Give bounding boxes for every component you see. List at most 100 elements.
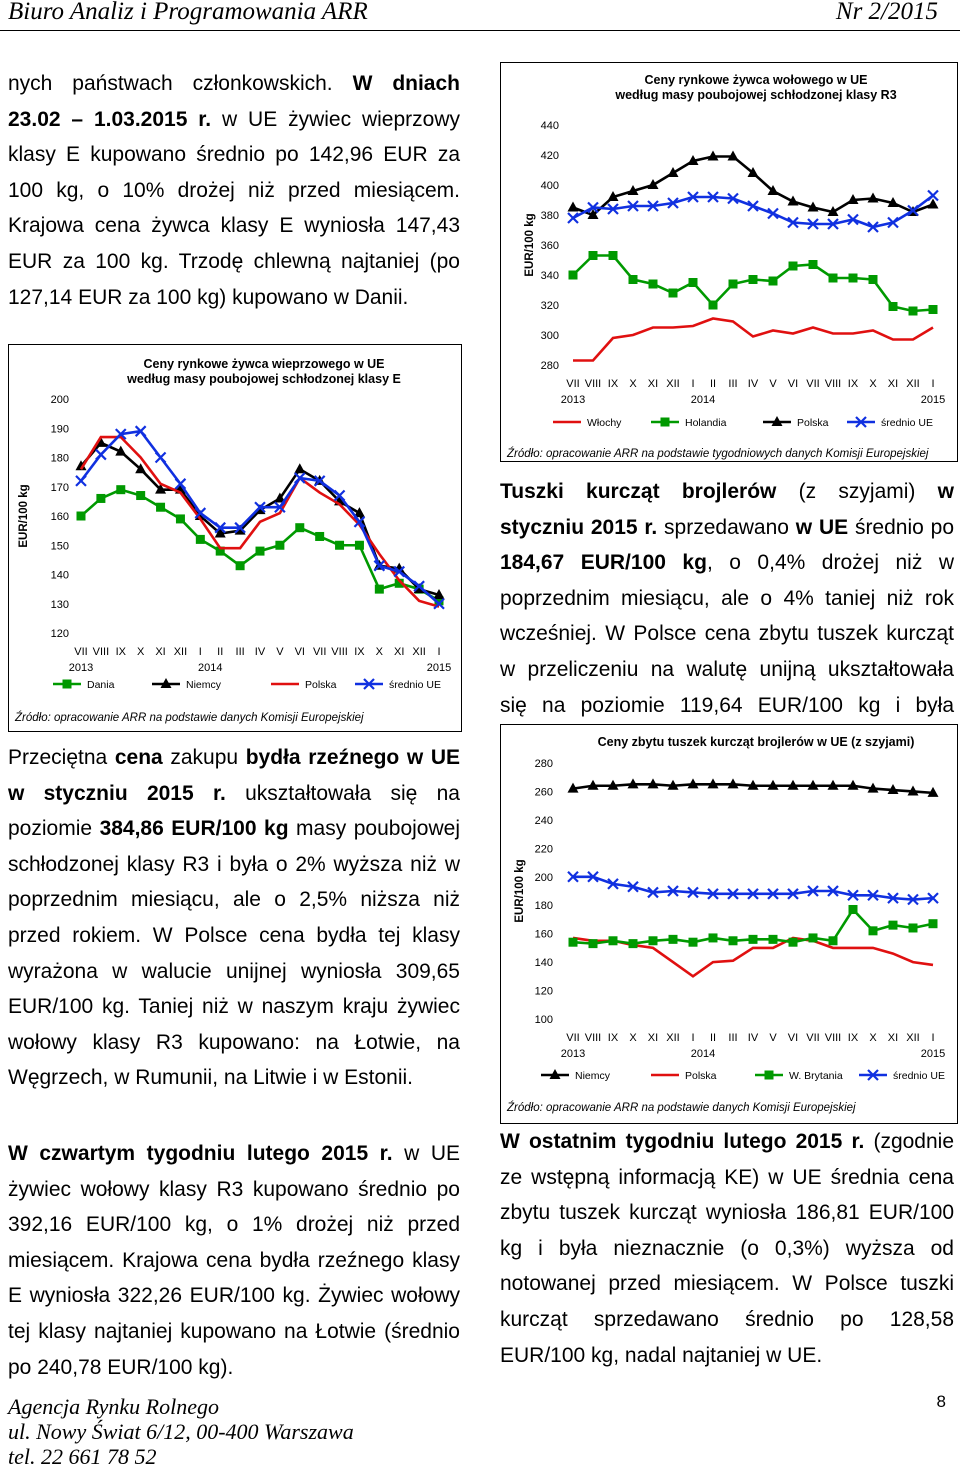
legend-label: średnio UE [389, 679, 441, 691]
y-tick-label: 380 [541, 210, 559, 222]
data-point [748, 934, 758, 944]
series-dania [76, 485, 444, 606]
data-point [647, 179, 659, 189]
data-point [295, 523, 305, 533]
y-tick-label: 260 [535, 786, 553, 798]
data-point [75, 475, 87, 487]
data-point [115, 428, 127, 440]
data-point [707, 888, 719, 900]
y-tick-label: 280 [535, 758, 553, 770]
x-tick-label: IX [354, 646, 365, 658]
y-tick-label: 120 [535, 986, 553, 998]
page-header: Biuro Analiz i Programowania ARR Nr 2/20… [0, 0, 960, 31]
y-axis-label: EUR/100 kg [514, 859, 526, 922]
y-axis-label: EUR/100 kg [18, 484, 30, 547]
data-point [907, 893, 919, 906]
data-point [174, 478, 187, 490]
x-tick-label: V [769, 1032, 777, 1044]
data-point [135, 463, 147, 474]
data-point [667, 167, 679, 177]
series-holandia [568, 251, 938, 316]
x-tick-label: X [376, 646, 384, 658]
chart-source: Źródło: opracowanie ARR na podstawie dan… [14, 711, 364, 724]
series-line [573, 875, 934, 901]
x-tick-label: VI [788, 378, 798, 390]
x-tick-label: IX [848, 378, 859, 390]
legend-item: Niemcy [152, 678, 222, 691]
data-point [827, 779, 839, 790]
y-tick-label: 100 [535, 1014, 553, 1026]
legend-label: Polska [685, 1070, 717, 1082]
x-year-label: 2014 [691, 1048, 715, 1060]
x-tick-label: VII [313, 646, 326, 658]
x-tick-label: XII [906, 378, 919, 390]
data-point [628, 275, 638, 284]
x-tick-label: IV [748, 1032, 759, 1044]
y-tick-label: 150 [51, 540, 69, 552]
data-point [867, 221, 879, 233]
data-point [767, 185, 779, 195]
data-point [767, 888, 779, 900]
chart-pork-prices: Ceny rynkowe żywca wieprzowego w UE wedł… [8, 344, 462, 732]
legend-item: średnio UE [847, 416, 933, 429]
data-point [888, 920, 898, 930]
data-point [160, 678, 172, 688]
data-point [927, 189, 939, 202]
data-point [927, 198, 939, 209]
data-point [647, 200, 659, 212]
data-point [76, 511, 86, 521]
data-point [727, 150, 739, 161]
data-point [374, 584, 384, 594]
y-tick-label: 400 [541, 180, 559, 192]
data-point [728, 936, 738, 946]
x-tick-label: VIII [585, 1032, 602, 1044]
data-point [808, 933, 818, 943]
data-point [828, 936, 838, 946]
data-point [768, 934, 778, 944]
data-point [827, 206, 839, 216]
data-point [787, 888, 799, 900]
data-point [787, 195, 799, 206]
data-point [747, 779, 759, 790]
x-tick-label: XII [666, 378, 679, 390]
footer: Agencja Rynku Rolnego ul. Nowy Świat 6/1… [8, 1394, 354, 1469]
series-polska [79, 435, 440, 608]
data-point [868, 275, 878, 284]
x-tick-label: IX [608, 378, 619, 390]
data-point [627, 880, 639, 893]
y-tick-label: 130 [51, 599, 69, 611]
data-point [214, 527, 226, 538]
x-year-label: 2015 [427, 662, 451, 674]
data-point [687, 191, 699, 203]
x-tick-label: II [710, 1032, 716, 1044]
data-point [154, 451, 167, 464]
data-point [747, 888, 759, 900]
data-point [848, 904, 858, 914]
x-year-label: 2013 [561, 1048, 585, 1060]
series-w-brytania [568, 904, 938, 949]
data-point [747, 167, 759, 177]
data-point [887, 216, 899, 229]
y-tick-label: 180 [51, 453, 69, 465]
series-średnio-ue [75, 425, 445, 610]
x-tick-label: VIII [585, 378, 602, 390]
legend-label: Holandia [685, 417, 727, 429]
x-tick-label: XII [174, 646, 187, 658]
x-tick-label: IX [608, 1032, 619, 1044]
data-point [235, 561, 245, 571]
data-point [907, 785, 919, 796]
data-point [373, 559, 386, 572]
data-point [807, 885, 819, 897]
series-średnio-ue [567, 189, 939, 233]
y-tick-label: 340 [541, 270, 559, 282]
data-point [234, 521, 246, 534]
data-point [748, 275, 758, 284]
data-point [95, 436, 107, 447]
x-tick-label: VIII [825, 1032, 842, 1044]
y-tick-label: 440 [541, 120, 559, 132]
data-point [194, 510, 206, 520]
data-point [767, 779, 779, 790]
data-point [667, 885, 679, 897]
data-point [234, 524, 246, 535]
